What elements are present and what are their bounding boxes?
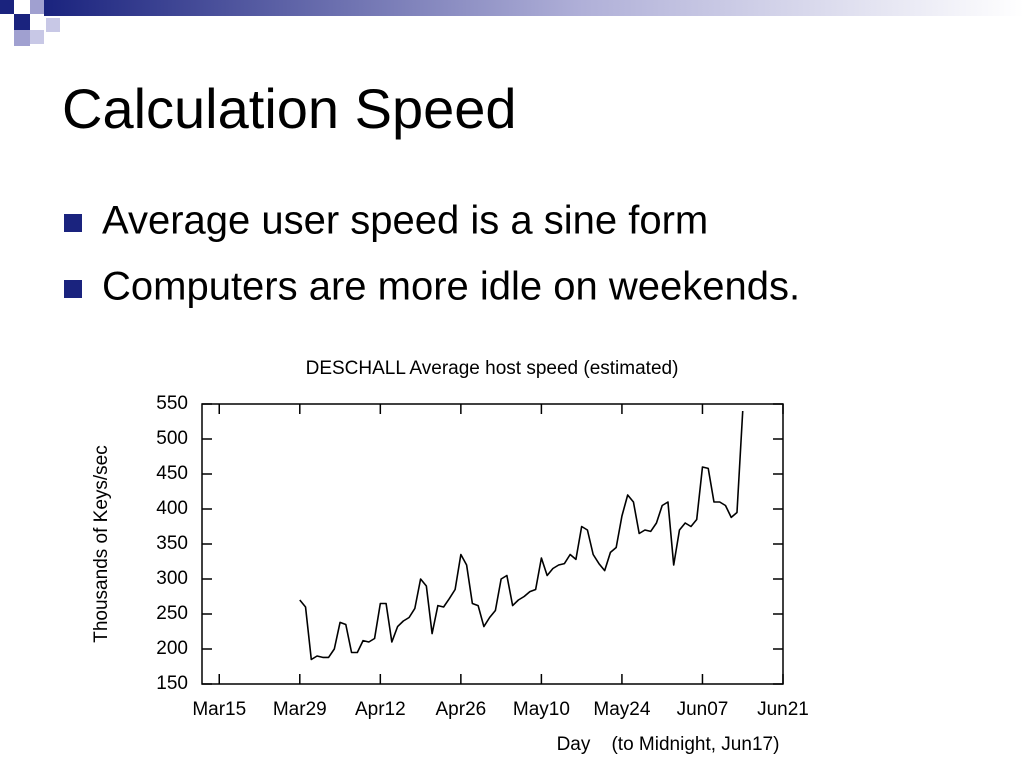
x-tick-label: Apr26 bbox=[436, 699, 487, 720]
y-tick-label: 300 bbox=[156, 568, 188, 589]
x-tick-label: May24 bbox=[593, 699, 650, 720]
plot-frame bbox=[201, 403, 784, 685]
bullet-marker bbox=[64, 214, 82, 232]
slide-decoration bbox=[0, 0, 1024, 46]
x-tick-label: Jun21 bbox=[757, 699, 809, 720]
bullet-marker bbox=[64, 280, 82, 298]
y-tick-label: 500 bbox=[156, 428, 188, 449]
slide-title: Calculation Speed bbox=[62, 77, 517, 140]
y-tick-label: 150 bbox=[156, 673, 188, 694]
y-tick-label: 400 bbox=[156, 498, 188, 519]
x-tick-label: Jun07 bbox=[677, 699, 729, 720]
x-tick-label: May10 bbox=[513, 699, 570, 720]
y-tick-label: 550 bbox=[156, 393, 188, 414]
data-line bbox=[299, 410, 744, 661]
y-tick-label: 450 bbox=[156, 463, 188, 484]
chart-title: DESCHALL Average host speed (estimated) bbox=[306, 358, 679, 379]
y-tick-label: 250 bbox=[156, 603, 188, 624]
x-axis-label: Day (to Midnight, Jun17) bbox=[557, 734, 780, 755]
y-tick-label: 350 bbox=[156, 533, 188, 554]
x-tick-label: Mar15 bbox=[192, 699, 246, 720]
y-tick-label: 200 bbox=[156, 638, 188, 659]
x-tick-label: Mar29 bbox=[273, 699, 327, 720]
bullet-text: Computers are more idle on weekends. bbox=[102, 265, 800, 309]
y-axis-label: Thousands of Keys/sec bbox=[91, 445, 112, 643]
bullet-text: Average user speed is a sine form bbox=[102, 199, 708, 243]
x-tick-label: Apr12 bbox=[355, 699, 406, 720]
